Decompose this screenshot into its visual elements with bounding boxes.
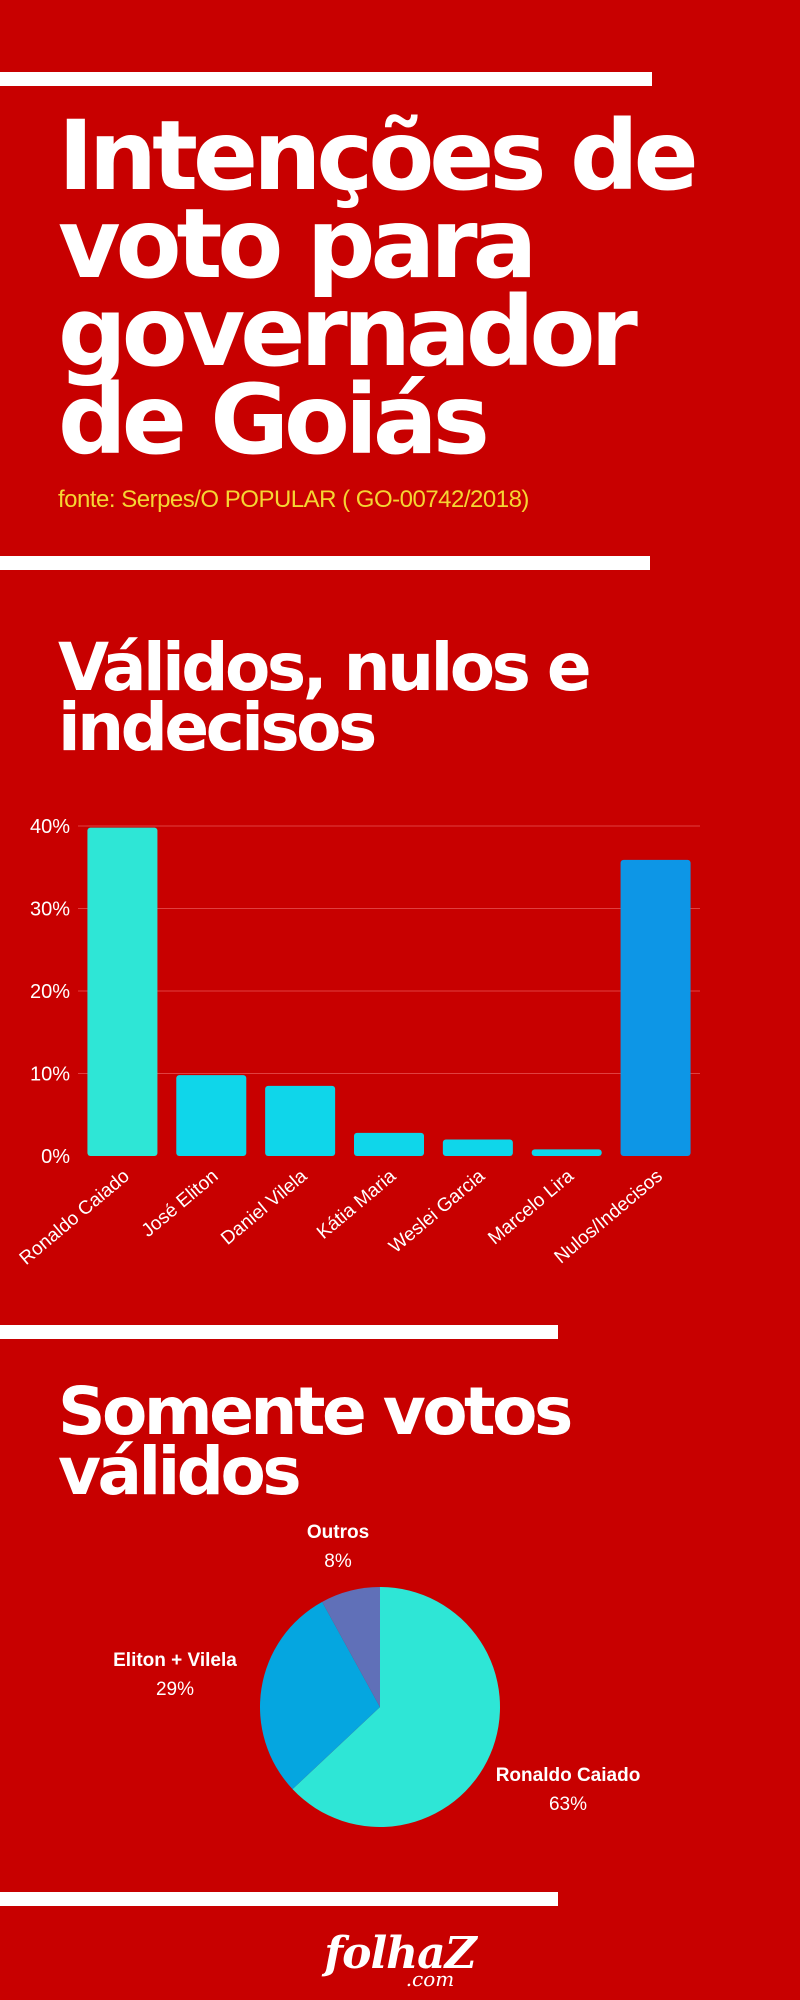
logo-sub: .com (405, 1967, 455, 1991)
pie-label-ronaldo-caiado: Ronaldo Caiado 63% (480, 1761, 656, 1819)
pie-section-title: Somente votos válidos (58, 1373, 573, 1510)
pie-label-eliton-vilela-value: 29% (155, 1679, 195, 1700)
x-tick-label: Daniel Vilela (217, 1165, 311, 1249)
y-tick-label: 0% (41, 1146, 70, 1168)
pie-label-outros: Outros 8% (278, 1518, 398, 1576)
x-tick-label: Weslei Garcia (385, 1165, 489, 1257)
divider-rule-2 (0, 1325, 558, 1339)
pie-label-ronaldo-caiado-name: Ronaldo Caiado (495, 1765, 641, 1786)
divider-rule-1 (0, 556, 650, 570)
bar (620, 859, 691, 1156)
y-tick-label: 20% (30, 981, 70, 1003)
bar-section-title: Válidos, nulos e indecisos (58, 629, 592, 766)
y-tick-label: 30% (30, 899, 70, 921)
top-rule (0, 72, 652, 86)
page-title: Intenções de voto para governador de Goi… (58, 100, 699, 476)
pie-chart (260, 1587, 500, 1827)
x-tick-label: José Eliton (138, 1166, 223, 1242)
pie-slice (292, 1587, 500, 1827)
bar (442, 1139, 513, 1156)
pie-label-eliton-vilela: Eliton + Vilela 29% (94, 1646, 256, 1704)
pie-label-ronaldo-caiado-value: 63% (548, 1794, 588, 1815)
x-tick-label: Kátia Maria (313, 1165, 400, 1243)
bar (176, 1075, 247, 1156)
y-tick-label: 40% (30, 816, 70, 838)
bar (265, 1085, 336, 1156)
bar (354, 1132, 424, 1156)
y-tick-label: 10% (30, 1064, 70, 1086)
bar (531, 1149, 602, 1156)
bar-chart: 0% 10% 20% 30% 40% Ronaldo Caiado José ElitonD… (16, 816, 700, 1270)
bar (87, 827, 158, 1156)
pie-label-outros-value: 8% (324, 1551, 352, 1572)
folhaz-logo: folhaZ .com (0, 1928, 800, 1991)
x-tick-label: Ronaldo Caiado (16, 1166, 134, 1270)
source-note: fonte: Serpes/O POPULAR ( GO-00742/2018) (58, 486, 529, 513)
x-tick-label: Marcelo Lira (484, 1165, 578, 1249)
logo-main: folhaZ (324, 1928, 477, 1979)
pie-slice (322, 1587, 380, 1707)
pie-label-eliton-vilela-name: Eliton + Vilela (113, 1650, 237, 1671)
pie-label-outros-name: Outros (306, 1522, 370, 1543)
pie-slice (260, 1601, 380, 1790)
bottom-rule (0, 1892, 558, 1906)
